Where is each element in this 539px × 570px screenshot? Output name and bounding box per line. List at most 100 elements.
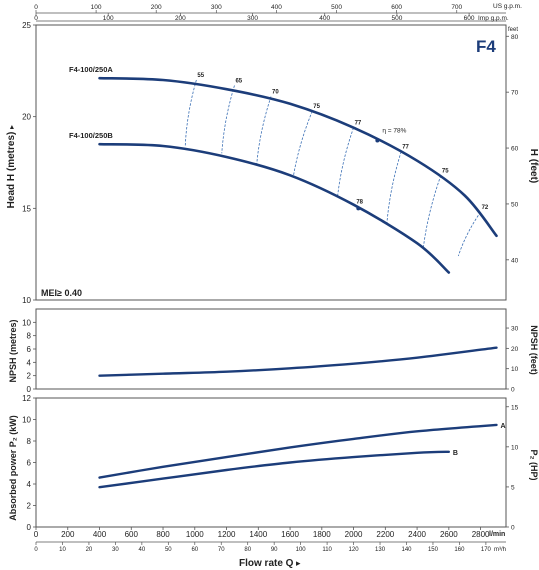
- npsh-y-tick-label: 8: [27, 332, 32, 341]
- flow-lmin-tick-label: 2000: [345, 530, 363, 539]
- imp-gpm-tick-label: 300: [247, 15, 258, 22]
- power-hp-axis-label: P₂ (HP): [529, 450, 539, 481]
- flow-unit-m3h: m³/h: [494, 547, 506, 553]
- imp-gpm-tick-label: 0: [34, 15, 38, 22]
- npsh-feet-axis-label: NPSH (feet): [529, 325, 539, 375]
- flow-m3h-tick-label: 170: [481, 547, 492, 553]
- power-axis-label: Absorbed power P₂ (kW): [8, 415, 18, 521]
- power-y-tick-label: 2: [27, 502, 32, 511]
- flow-m3h-tick-label: 160: [454, 547, 465, 553]
- head-feet-tick-label: 80: [511, 34, 519, 41]
- flow-m3h-tick-label: 110: [322, 547, 332, 553]
- flow-lmin-tick-label: 600: [125, 530, 139, 539]
- flow-lmin-tick-label: 200: [61, 530, 75, 539]
- flow-m3h-tick-label: 80: [244, 547, 251, 553]
- us-gpm-tick-label: 400: [271, 4, 282, 11]
- head-axis-label: Head H (metres): [6, 132, 17, 209]
- imp-gpm-tick-label: 500: [391, 15, 402, 22]
- power-hp-tick-label: 0: [511, 525, 515, 532]
- head-curve-label: F4-100/250A: [69, 65, 113, 74]
- power-curve-label: B: [453, 450, 458, 457]
- iso-efficiency-line: [423, 175, 442, 247]
- head-feet-unit: feet: [508, 27, 518, 33]
- flow-m3h-tick-label: 20: [86, 547, 93, 553]
- npsh-feet-tick-label: 20: [511, 346, 519, 353]
- model-label: F4: [476, 37, 496, 56]
- head-curve-b: [98, 142, 451, 274]
- us-gpm-label: US g.p.m.: [493, 3, 522, 10]
- head-y-tick-label: 25: [22, 21, 31, 30]
- imp-gpm-tick-label: 600: [464, 15, 475, 22]
- power-panel: 0 2 4 6 8 10 12 0 5 10 15 A B: [22, 394, 519, 532]
- flow-m3h-tick-label: 130: [375, 547, 386, 553]
- npsh-panel: 0 2 4 6 8 10 0 10 20 30: [22, 318, 519, 394]
- head-feet-tick-label: 50: [511, 201, 519, 208]
- flow-m3h-tick-label: 0: [34, 547, 38, 553]
- flow-lmin-tick-label: 1800: [313, 530, 331, 539]
- iso-efficiency-label: 65: [235, 79, 242, 85]
- power-hp-tick-label: 5: [511, 484, 515, 491]
- power-hp-tick-label: 10: [511, 444, 519, 451]
- flow-m3h-tick-label: 50: [165, 547, 172, 553]
- flow-m3h-tick-label: 120: [349, 547, 360, 553]
- iso-efficiency-line: [256, 96, 272, 165]
- us-gpm-tick-label: 300: [211, 4, 222, 11]
- power-curve-label: A: [500, 423, 505, 430]
- us-gpm-tick-label: 700: [451, 4, 462, 11]
- npsh-axis-label: NPSH (metres): [8, 319, 18, 382]
- flow-m3h-tick-label: 40: [139, 547, 146, 553]
- iso-efficiency-label: 75: [313, 104, 320, 110]
- flow-m3h-tick-label: 30: [112, 547, 119, 553]
- npsh-y-tick-label: 4: [27, 358, 32, 367]
- flow-rate-arrow: ▸: [296, 558, 301, 568]
- flow-m3h-tick-label: 10: [59, 547, 66, 553]
- head-curve-a: [98, 76, 498, 238]
- iso-efficiency-line: [457, 211, 481, 257]
- flow-lmin-tick-label: 2600: [440, 530, 458, 539]
- head-y-tick-label: 10: [22, 296, 31, 305]
- power-y-tick-label: 8: [27, 437, 32, 446]
- us-gpm-tick-label: 200: [151, 4, 162, 11]
- flow-lmin-tick-label: 800: [156, 530, 170, 539]
- imp-gpm-tick-label: 200: [175, 15, 186, 22]
- flow-m3h-tick-label: 60: [191, 547, 198, 553]
- mei-label: MEI≥ 0.40: [41, 288, 82, 298]
- flow-lmin-tick-label: 2400: [408, 530, 426, 539]
- power-curve-b: [98, 450, 450, 489]
- iso-efficiency-line: [386, 151, 402, 224]
- power-y-tick-label: 10: [22, 416, 31, 425]
- npsh-y-tick-label: 0: [27, 385, 32, 394]
- best-efficiency-marker: [356, 206, 361, 211]
- iso-efficiency-line: [184, 79, 197, 147]
- iso-efficiency-label: 72: [482, 205, 489, 211]
- us-gpm-tick-label: 100: [91, 4, 102, 11]
- imp-gpm-label: Imp g.p.m.: [478, 15, 509, 22]
- npsh-y-tick-label: 6: [27, 345, 32, 354]
- iso-efficiency-label: 77: [402, 145, 409, 151]
- flow-lmin-tick-label: 0: [34, 530, 39, 539]
- power-curve-a: [98, 423, 498, 479]
- us-gpm-tick-label: 600: [391, 4, 402, 11]
- power-y-tick-label: 6: [27, 459, 32, 468]
- power-y-tick-label: 0: [27, 523, 32, 532]
- flow-rate-title: Flow rate Q: [239, 558, 294, 569]
- power-panel-frame: [35, 397, 507, 528]
- npsh-panel-frame: [35, 308, 507, 390]
- head-feet-tick-label: 70: [511, 90, 519, 97]
- npsh-feet-tick-label: 30: [511, 326, 519, 333]
- head-y-tick-label: 20: [22, 113, 31, 122]
- best-efficiency-marker: [375, 138, 380, 143]
- flow-lmin-tick-label: 400: [93, 530, 107, 539]
- flow-lmin-tick-label: 1600: [281, 530, 299, 539]
- head-feet-axis-label: H (feet): [528, 149, 539, 183]
- us-gpm-tick-label: 0: [34, 4, 38, 11]
- us-gpm-tick-label: 500: [331, 4, 342, 11]
- head-y-tick-label: 15: [22, 204, 31, 213]
- head-axis-arrow: ▸: [7, 125, 16, 129]
- efficiency-label: 78: [356, 199, 363, 205]
- flow-m3h-tick-label: 100: [296, 547, 307, 553]
- iso-efficiency-line: [221, 85, 235, 154]
- head-panel: 101520254050607080905565707577777572F4-1…: [22, 21, 519, 305]
